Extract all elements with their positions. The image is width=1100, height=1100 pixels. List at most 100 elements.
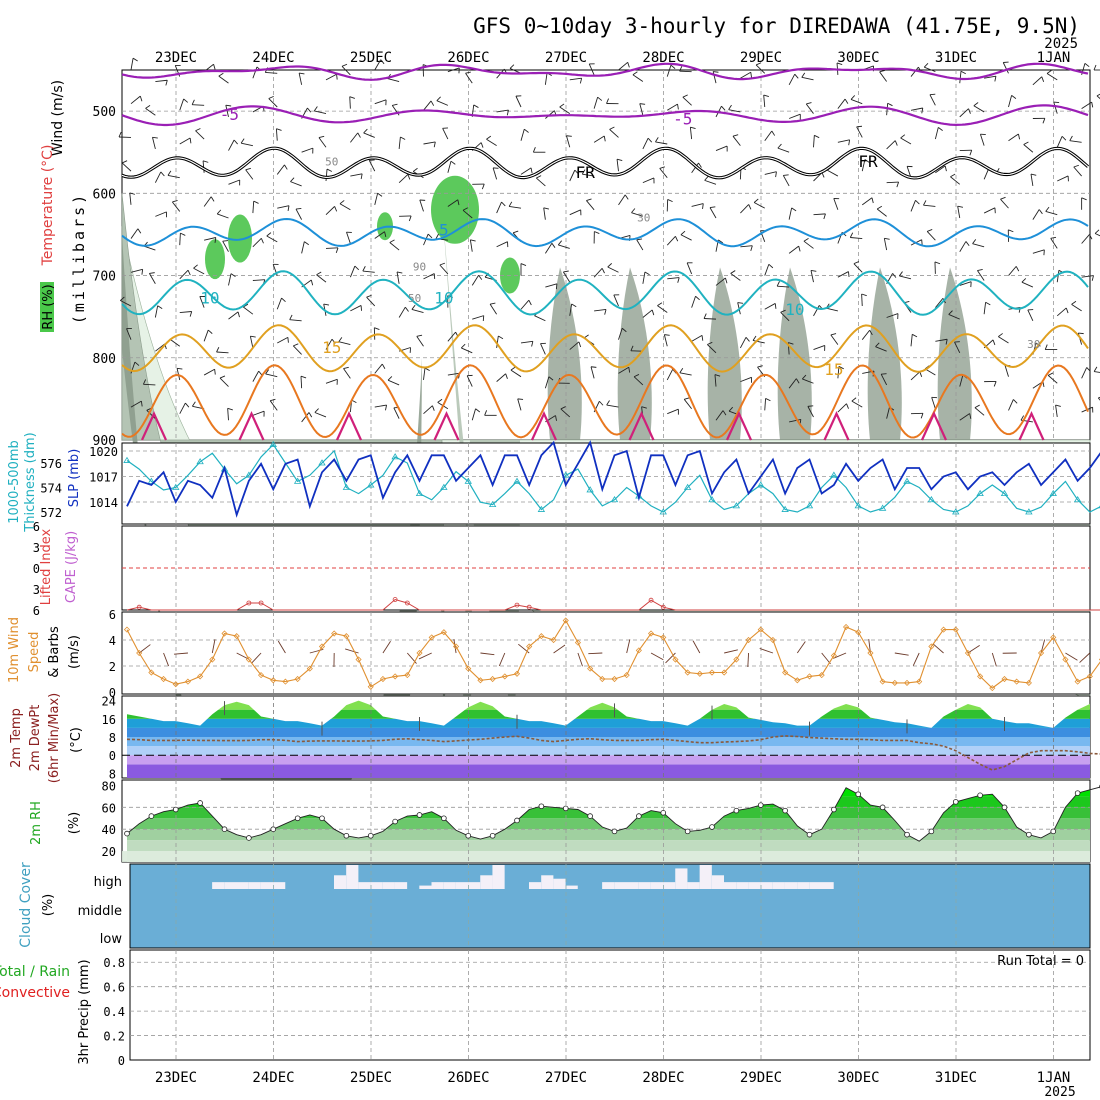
barb-staff xyxy=(935,165,946,174)
barb-flag xyxy=(871,197,874,204)
precip-panel: 00.20.40.60.8 Run Total = 0 xyxy=(103,949,1091,1068)
thickness-point xyxy=(1049,489,1057,497)
wind-barb xyxy=(423,141,436,148)
date-bottom-label: 31DEC xyxy=(935,1070,977,1086)
wind-barb xyxy=(211,639,216,654)
rh-point xyxy=(197,800,203,806)
contour-5 xyxy=(121,217,1089,248)
barb-staff xyxy=(243,306,254,315)
barb-staff xyxy=(130,228,139,239)
barb-flag xyxy=(751,377,753,383)
barb-flag xyxy=(435,233,439,239)
thickness-point xyxy=(952,508,960,515)
barb-staff xyxy=(880,374,888,386)
barb-staff xyxy=(633,376,644,386)
barb-flag xyxy=(1071,300,1077,305)
wind-barb xyxy=(543,207,550,220)
slp-tick-label: 1014 xyxy=(89,496,118,510)
barb-flag xyxy=(848,271,850,277)
barb-flag xyxy=(992,339,996,346)
barb-staff xyxy=(439,264,449,275)
barb-flag xyxy=(753,198,759,203)
barb-flag xyxy=(216,209,222,215)
wind-point xyxy=(160,675,167,683)
barb-staff xyxy=(339,203,351,211)
wind-barb xyxy=(715,145,728,152)
rh2m-label-2: (%) xyxy=(67,812,82,835)
barb-flag xyxy=(969,150,973,156)
barb-flag xyxy=(460,343,466,349)
wind-point xyxy=(977,673,984,680)
barb-staff xyxy=(931,397,936,409)
wind-barb xyxy=(593,267,605,278)
barb-flag xyxy=(380,59,385,65)
wind-barb xyxy=(983,301,991,315)
barb-staff xyxy=(910,107,923,111)
wind-barb xyxy=(423,273,436,280)
barb-staff xyxy=(325,338,333,350)
barb-staff xyxy=(559,106,570,114)
wind-barb xyxy=(830,333,839,345)
wind-barb xyxy=(442,127,449,140)
barb-flag xyxy=(225,104,232,107)
barb-staff xyxy=(1046,73,1058,81)
barb-staff xyxy=(856,126,863,138)
wind-barb xyxy=(788,113,801,120)
barb-flag xyxy=(621,327,627,333)
wind-barb xyxy=(418,652,432,660)
temp-tick-label: 8 xyxy=(109,767,116,781)
wind-barb xyxy=(837,365,844,379)
barb-flag xyxy=(532,147,536,153)
wind-barb xyxy=(563,270,571,283)
contour-label: 15 xyxy=(322,338,341,357)
barb-flag xyxy=(777,143,782,149)
barb-staff xyxy=(1081,101,1092,110)
barb-flag xyxy=(806,102,812,105)
wind-barb xyxy=(1069,135,1082,143)
wind-barb xyxy=(691,162,702,174)
barb-flag xyxy=(419,199,426,201)
barb-staff xyxy=(569,169,576,182)
barb-staff xyxy=(544,243,553,254)
wind-barb xyxy=(934,261,941,274)
barb-staff xyxy=(796,641,806,654)
wind-barb xyxy=(609,126,619,138)
wind-barb xyxy=(740,376,753,383)
barb-flag xyxy=(948,310,953,315)
barb-flag xyxy=(227,407,233,411)
wind-barb xyxy=(560,406,571,418)
wind-point xyxy=(416,649,423,657)
wind-point xyxy=(318,643,326,650)
barb-staff xyxy=(1071,303,1082,312)
wind-barb xyxy=(536,175,546,187)
barb-flag xyxy=(530,167,533,174)
rh-tick-label: 40 xyxy=(102,823,116,837)
high-cloud-bar xyxy=(273,882,286,889)
barb-staff xyxy=(374,99,387,105)
wind-barb xyxy=(923,62,936,73)
thickness-point xyxy=(903,477,911,484)
wind-barb xyxy=(776,281,790,288)
cloud-layer-label: low xyxy=(100,932,123,947)
barb-flag xyxy=(467,374,473,377)
barb-flag xyxy=(191,99,195,105)
barb-flag xyxy=(486,135,492,140)
barb-flag xyxy=(788,342,794,345)
barb-staff xyxy=(691,334,703,342)
li-tick-label: 3 xyxy=(33,583,40,597)
barb-flag xyxy=(141,269,144,275)
wind-barb xyxy=(618,366,631,374)
wind-speed-line xyxy=(126,619,1100,689)
barb-staff xyxy=(827,169,839,177)
barb-staff xyxy=(366,296,376,307)
barb-staff xyxy=(788,113,801,119)
barb-staff xyxy=(398,136,401,149)
barb-flag xyxy=(442,127,449,129)
high-cloud-bar xyxy=(394,882,408,889)
wind-barb xyxy=(931,396,938,409)
barb-flag xyxy=(938,127,943,131)
barb-flag xyxy=(341,63,348,67)
wind-barb xyxy=(553,644,566,654)
thickness-point xyxy=(464,477,472,484)
